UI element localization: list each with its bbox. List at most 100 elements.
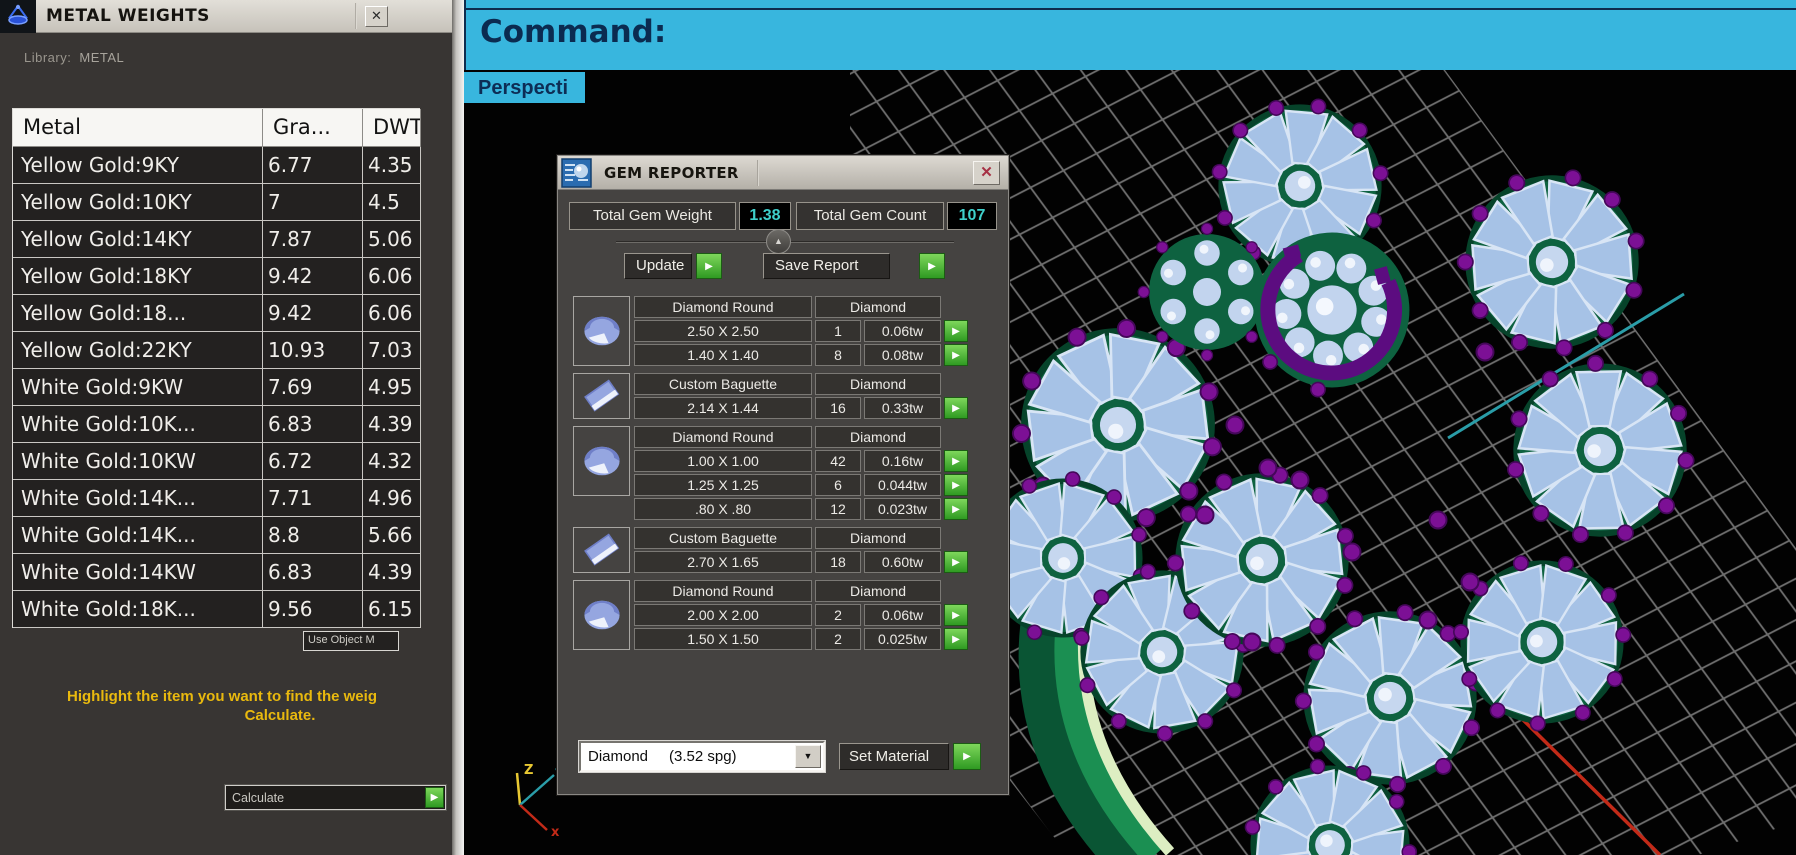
metal-row-dwt[interactable]: 4.35 (363, 147, 421, 184)
panel-divider[interactable] (452, 0, 464, 855)
metal-row-dwt[interactable]: 4.39 (363, 406, 421, 443)
gem-weight: 0.044tw (864, 474, 941, 496)
gem-size: 1.00 X 1.00 (634, 450, 812, 472)
metal-row-dwt[interactable]: 5.66 (363, 517, 421, 554)
metal-row-grams[interactable]: 10.93 (263, 332, 363, 369)
metal-row-dwt[interactable]: 7.03 (363, 332, 421, 369)
x-axis-label: x (551, 825, 560, 840)
metal-row-grams[interactable]: 7.69 (263, 369, 363, 406)
gem-row-arrow-button[interactable]: ▶ (944, 397, 968, 419)
metal-row-grams[interactable]: 9.56 (263, 591, 363, 628)
gem-weight: 0.023tw (864, 498, 941, 520)
metal-row-dwt[interactable]: 6.06 (363, 258, 421, 295)
metal-row[interactable]: White Gold:14K... (13, 517, 263, 554)
gem-report-icon (561, 157, 592, 188)
metal-row[interactable]: Yellow Gold:18KY (13, 258, 263, 295)
metal-row-dwt[interactable]: 4.39 (363, 554, 421, 591)
gem-shape-label: Diamond Round (634, 426, 812, 448)
gem-weight: 0.60tw (864, 551, 941, 573)
metal-row[interactable]: White Gold:10K... (13, 406, 263, 443)
column-header-metal[interactable]: Metal (13, 109, 263, 147)
metal-row-grams[interactable]: 6.83 (263, 554, 363, 591)
metal-row-dwt[interactable]: 5.06 (363, 221, 421, 258)
command-prompt-label: Command: (480, 14, 667, 50)
metal-row-grams[interactable]: 8.8 (263, 517, 363, 554)
metal-row-dwt[interactable]: 4.96 (363, 480, 421, 517)
viewport-tab-perspective[interactable]: Perspecti (464, 72, 585, 103)
update-arrow-button[interactable]: ▶ (696, 253, 722, 279)
gem-group: Diamond Round Diamond 1.00 X 1.00 42 0.1… (573, 426, 993, 520)
metal-row-grams[interactable]: 7 (263, 184, 363, 221)
command-bar-divider (466, 8, 1796, 10)
metal-row-dwt[interactable]: 4.32 (363, 443, 421, 480)
metal-row[interactable]: Yellow Gold:14KY (13, 221, 263, 258)
gem-weight: 0.06tw (864, 320, 941, 342)
gem-row-arrow-button[interactable]: ▶ (944, 551, 968, 573)
metal-row-grams[interactable]: 6.83 (263, 406, 363, 443)
column-header-dwt[interactable]: DWT (363, 109, 421, 147)
metal-row-dwt[interactable]: 4.95 (363, 369, 421, 406)
metal-row-grams[interactable]: 6.77 (263, 147, 363, 184)
gem-row-arrow-button[interactable]: ▶ (944, 474, 968, 496)
gem-weight: 0.08tw (864, 344, 941, 366)
gem-row-arrow-button[interactable]: ▶ (944, 628, 968, 650)
gem-weight: 0.16tw (864, 450, 941, 472)
save-report-button[interactable]: Save Report (763, 253, 890, 279)
gem-material-label: Diamond (815, 580, 941, 602)
command-bar[interactable]: Command: (464, 0, 1796, 70)
gem-reporter-titlebar[interactable]: GEM REPORTER ✕ (558, 156, 1008, 190)
metal-row[interactable]: Yellow Gold:22KY (13, 332, 263, 369)
gem-count: 12 (815, 498, 861, 520)
gem-count: 2 (815, 628, 861, 650)
3d-viewport[interactable]: Perspecti Z y x (464, 70, 1796, 855)
update-button[interactable]: Update (624, 253, 692, 279)
metal-weights-titlebar: METAL WEIGHTS ✕ (0, 0, 452, 33)
metal-weights-title: METAL WEIGHTS (46, 6, 210, 26)
set-material-arrow-button[interactable]: ▶ (953, 743, 981, 770)
close-icon[interactable]: ✕ (365, 5, 388, 27)
collapse-toggle-button[interactable]: ▲ (766, 229, 791, 254)
metal-row[interactable]: White Gold:9KW (13, 369, 263, 406)
metal-row-grams[interactable]: 7.87 (263, 221, 363, 258)
gem-size: 2.00 X 2.00 (634, 604, 812, 626)
metal-row[interactable]: White Gold:10KW (13, 443, 263, 480)
gem-row-arrow-button[interactable]: ▶ (944, 604, 968, 626)
save-report-arrow-button[interactable]: ▶ (919, 253, 945, 279)
baguette-gem-icon (573, 373, 630, 419)
metal-row-grams[interactable]: 9.42 (263, 258, 363, 295)
metal-row-dwt[interactable]: 4.5 (363, 184, 421, 221)
metal-row-grams[interactable]: 7.71 (263, 480, 363, 517)
gem-row-arrow-button[interactable]: ▶ (944, 450, 968, 472)
column-header-grams[interactable]: Gra... (263, 109, 363, 147)
close-icon[interactable]: ✕ (973, 161, 1000, 185)
play-arrow-icon[interactable]: ▶ (425, 787, 444, 808)
metal-row-grams[interactable]: 9.42 (263, 295, 363, 332)
metal-row-grams[interactable]: 6.72 (263, 443, 363, 480)
use-object-material-button[interactable]: Use Object M (303, 631, 399, 651)
set-material-button[interactable]: Set Material (839, 743, 949, 770)
metal-row[interactable]: Yellow Gold:18... (13, 295, 263, 332)
metal-row-dwt[interactable]: 6.06 (363, 295, 421, 332)
gem-row-arrow-button[interactable]: ▶ (944, 320, 968, 342)
gem-row-arrow-button[interactable]: ▶ (944, 498, 968, 520)
total-gem-count-value: 107 (947, 202, 997, 230)
chevron-down-icon[interactable]: ▼ (795, 745, 821, 768)
library-value: METAL (79, 50, 125, 65)
calculate-button[interactable]: Calculate ▶ (224, 784, 447, 811)
ring-model (943, 90, 1732, 855)
total-gem-weight-value: 1.38 (739, 202, 791, 230)
metal-row-dwt[interactable]: 6.15 (363, 591, 421, 628)
pave-beads (1195, 342, 1495, 652)
metal-row[interactable]: White Gold:14K... (13, 480, 263, 517)
metal-row[interactable]: White Gold:14KW (13, 554, 263, 591)
gem-count: 2 (815, 604, 861, 626)
gem-shape-label: Custom Baguette (634, 527, 812, 549)
gem-size: .80 X .80 (634, 498, 812, 520)
metal-row[interactable]: Yellow Gold:10KY (13, 184, 263, 221)
gem-row-arrow-button[interactable]: ▶ (944, 344, 968, 366)
gem-group: Diamond Round Diamond 2.00 X 2.00 2 0.06… (573, 580, 993, 650)
material-dropdown[interactable]: Diamond (3.52 spg) ▼ (578, 740, 826, 773)
metal-row[interactable]: White Gold:18K... (13, 591, 263, 628)
metal-row[interactable]: Yellow Gold:9KY (13, 147, 263, 184)
